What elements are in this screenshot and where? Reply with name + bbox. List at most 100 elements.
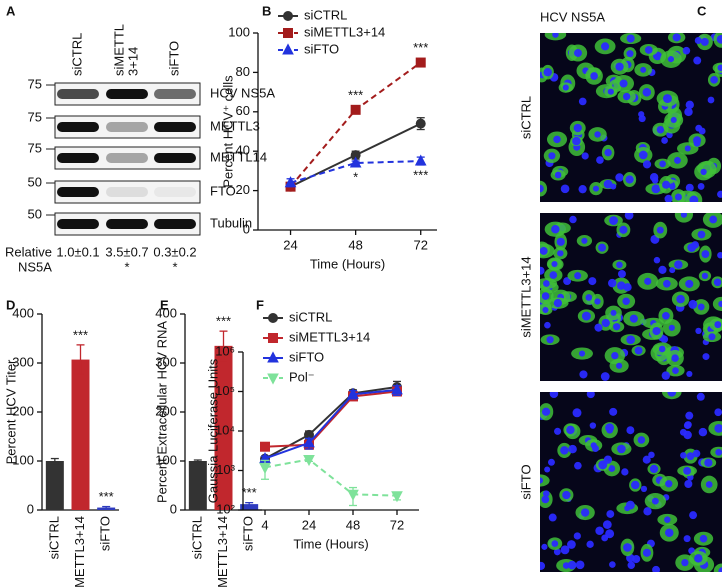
nucleus [680,452,687,459]
blot-band [106,89,148,99]
blot-band [154,153,196,163]
panel-label: F [256,297,264,312]
nucleus [581,237,588,244]
nucleus [609,216,618,225]
x-tick-label: siCTRL [189,516,204,559]
panel-label: E [160,297,169,312]
point [415,57,426,68]
nucleus [664,194,673,202]
nucleus [717,64,722,71]
bar [240,504,259,510]
nucleus [652,326,661,336]
nucleus [643,507,652,516]
error-bar [102,505,111,510]
blot-band [154,219,196,229]
micrograph [540,213,722,381]
relative-value: 3.5±0.7 [105,244,148,259]
nucleus [540,561,546,570]
nucleus [684,480,693,489]
y-tick-label: 100 [155,452,177,467]
x-tick-label: siMETTL3+14 [215,516,230,587]
relative-value: 1.0±0.1 [56,244,99,259]
cell [712,296,722,311]
bar [214,345,233,510]
nucleus [625,175,634,184]
legend-label: siFTO [304,41,339,56]
y-tick-label: 20 [236,182,250,197]
y-tick-label: 300 [12,354,34,369]
point [414,154,427,166]
y-tick-label: 300 [155,354,177,369]
nucleus [626,426,635,435]
y-tick-label: 10⁵ [215,383,235,398]
nucleus [632,554,641,564]
nucleus [578,185,587,194]
nucleus [697,182,705,190]
nucleus [698,427,708,437]
x-tick-label: 24 [283,237,297,252]
x-tick-label: 48 [346,517,360,532]
nucleus [672,367,679,374]
nucleus [683,466,692,475]
nucleus [640,66,647,73]
nucleus [696,392,705,401]
blot-band [106,187,148,197]
nucleus [581,311,591,321]
nucleus [557,250,564,257]
nucleus [662,311,670,320]
nucleus [623,283,632,292]
significance: * [172,259,177,274]
nucleus [580,508,590,517]
nucleus [595,526,604,536]
nucleus [649,464,659,474]
nucleus [692,449,701,458]
nucleus [574,272,582,280]
series-line [289,61,422,188]
nucleus [718,300,722,307]
nucleus [594,323,603,332]
nucleus [543,67,552,77]
significance: * [353,169,358,184]
y-tick-label: 40 [236,143,250,158]
nucleus [562,84,569,91]
row-label: METTL3 [210,118,260,133]
lane-label: siMETTL [111,24,126,76]
nucleus [638,150,648,160]
microscopy-title: HCV NS5A [540,9,605,24]
series-line [264,386,398,460]
lane-label: 3+14 [125,47,140,76]
nucleus [688,299,698,309]
nucleus [708,333,716,341]
significance: *** [413,167,428,182]
relative-value: 0.3±0.2 [153,244,196,259]
relative-label: NS5A [18,259,52,274]
significance: *** [99,489,114,504]
micrograph-label: siFTO [518,464,533,499]
point [283,28,293,38]
nucleus [601,534,609,542]
point [303,436,315,448]
nucleus [684,107,693,117]
nucleus [572,408,582,418]
nucleus [602,520,612,529]
nucleus [553,548,561,556]
nucleus [600,372,610,381]
panel-label: A [6,3,16,18]
nucleus [651,497,659,505]
nucleus [683,421,692,430]
nucleus [551,224,560,234]
marker-label: 75 [28,109,42,124]
point [283,11,293,21]
nucleus [601,42,610,51]
blot-band [106,153,148,163]
nucleus [713,278,722,287]
point [349,156,362,168]
nucleus [617,444,626,454]
point [267,373,279,385]
nucleus [682,46,691,55]
nucleus [660,335,669,344]
nucleus [574,49,582,57]
y-tick-label: 200 [12,403,34,418]
marker-label: 75 [28,140,42,155]
nucleus [716,34,722,44]
